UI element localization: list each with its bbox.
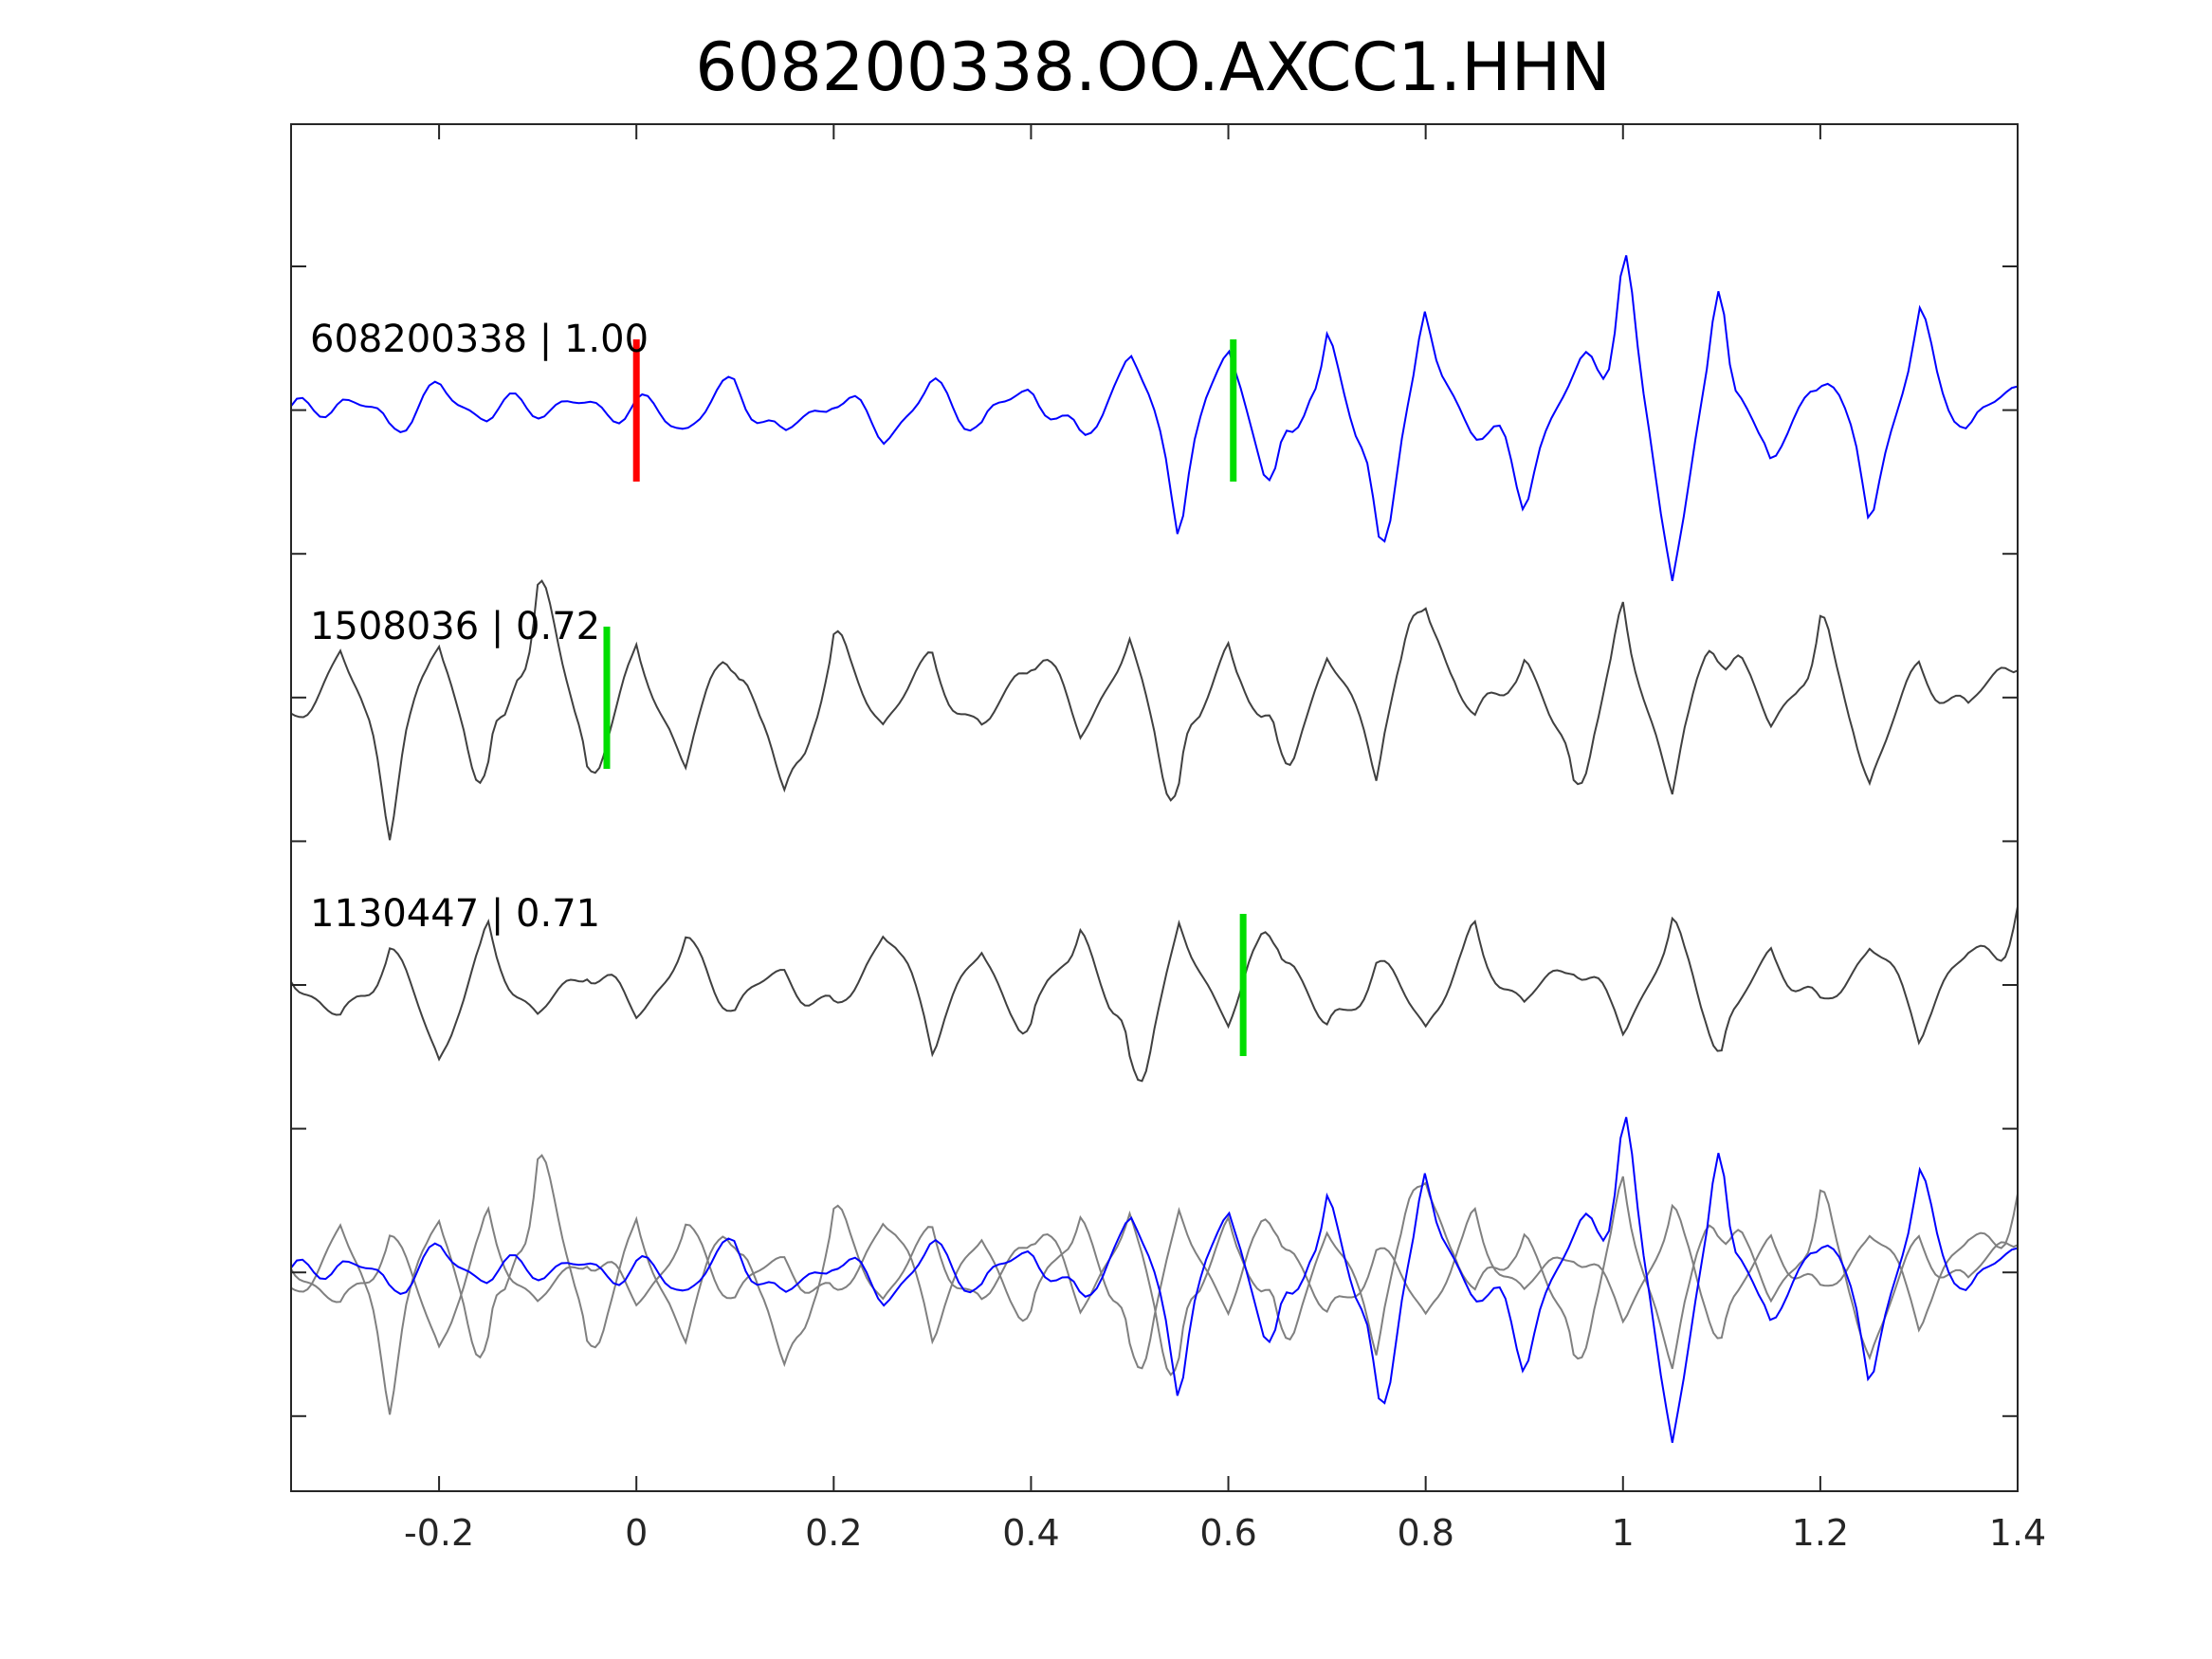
trace-2-label: 1508036 | 0.72 bbox=[310, 605, 600, 648]
chart-title: 608200338.OO.AXCC1.HHN bbox=[695, 28, 1611, 106]
x-tick-label: 0.6 bbox=[1199, 1512, 1256, 1554]
plot-area bbox=[291, 124, 2018, 1491]
x-tick-label: 1.2 bbox=[1792, 1512, 1849, 1554]
trace-3-label: 1130447 | 0.71 bbox=[310, 892, 600, 936]
chart-marks: 608200338 | 1.00 1508036 | 0.72 1130447 | … bbox=[290, 255, 2019, 1443]
x-tick-label: 0.4 bbox=[1002, 1512, 1059, 1554]
overlay-trace-2 bbox=[290, 1154, 2019, 1415]
axes-box bbox=[290, 123, 2019, 1492]
x-tick-label: 0 bbox=[625, 1512, 648, 1554]
x-tick-label: 1.4 bbox=[1989, 1512, 2046, 1554]
trace-1-waveform bbox=[290, 255, 2019, 581]
overlay-trace-reference bbox=[290, 1117, 2019, 1443]
trace-3-waveform bbox=[290, 906, 2019, 1083]
trace-2-waveform bbox=[290, 579, 2019, 841]
x-tick-label: 0.8 bbox=[1397, 1512, 1453, 1554]
x-tick-label: -0.2 bbox=[404, 1512, 474, 1554]
axis-ticks: -0.2 0 0.2 0.4 0.6 0.8 1 1.2 1.4 bbox=[291, 124, 2046, 1554]
overlay-trace-3 bbox=[290, 1194, 2019, 1370]
x-tick-label: 0.2 bbox=[805, 1512, 862, 1554]
x-tick-label: 1 bbox=[1612, 1512, 1635, 1554]
trace-1-label: 608200338 | 1.00 bbox=[310, 318, 649, 361]
